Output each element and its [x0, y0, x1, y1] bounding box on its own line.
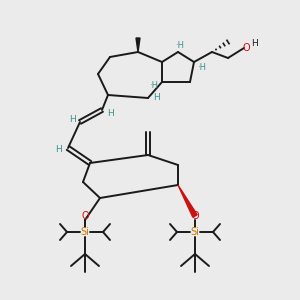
Text: O: O [81, 211, 89, 221]
Text: H: H [69, 115, 75, 124]
Text: ·H: ·H [197, 62, 206, 71]
Text: H: H [250, 38, 257, 47]
Text: ·H: ·H [176, 40, 184, 50]
Text: ·H: ·H [149, 82, 158, 91]
Text: O: O [242, 43, 250, 53]
Polygon shape [178, 185, 197, 217]
Text: O: O [191, 211, 199, 221]
Text: Si: Si [190, 227, 200, 237]
Polygon shape [136, 38, 140, 52]
Text: H: H [153, 94, 159, 103]
Text: H: H [55, 146, 62, 154]
Text: H: H [106, 109, 113, 118]
Text: Si: Si [81, 227, 89, 237]
